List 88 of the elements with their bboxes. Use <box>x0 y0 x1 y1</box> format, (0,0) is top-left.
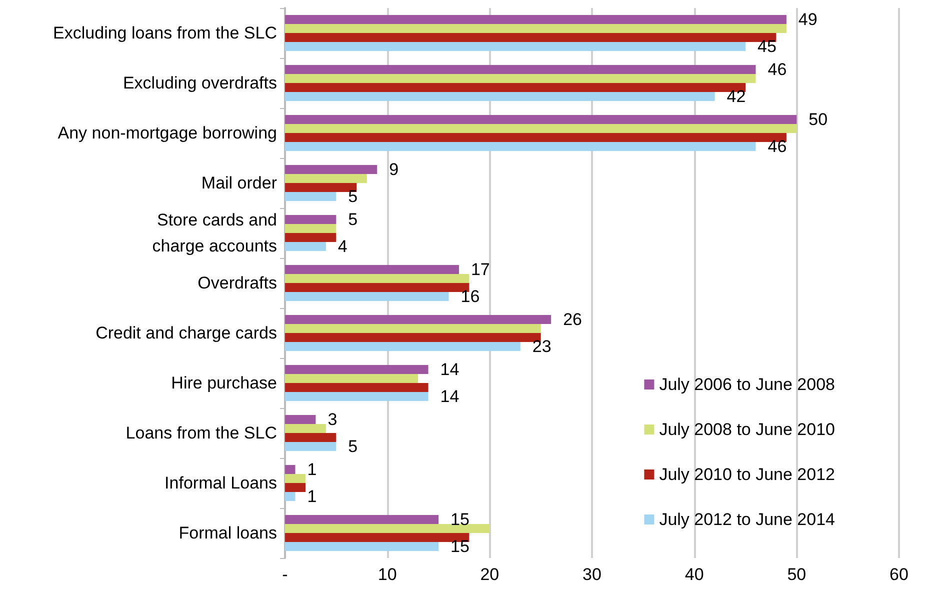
bar <box>285 133 786 142</box>
x-tick-label: 60 <box>890 565 908 584</box>
data-label: 17 <box>470 260 490 279</box>
bar <box>285 242 326 251</box>
bar <box>285 515 438 524</box>
bar <box>285 292 449 301</box>
bar <box>285 24 786 33</box>
bar <box>285 283 470 292</box>
bar <box>285 533 470 542</box>
data-label: 49 <box>798 10 818 29</box>
bar <box>285 142 756 151</box>
data-label: 45 <box>758 37 776 56</box>
data-label: 1 <box>307 460 317 479</box>
legend-label: July 2012 to June 2014 <box>659 510 836 529</box>
bar <box>285 433 336 442</box>
bar <box>285 274 470 283</box>
bar <box>285 192 336 201</box>
bar <box>285 383 428 392</box>
bar <box>285 342 520 351</box>
bar <box>285 483 306 492</box>
x-tick-label: 40 <box>684 565 704 584</box>
bar <box>285 65 756 74</box>
data-label: 14 <box>440 360 460 379</box>
bar <box>285 465 296 474</box>
bar <box>285 542 438 551</box>
data-label: 46 <box>768 60 787 79</box>
bar <box>285 233 336 242</box>
bar <box>285 15 786 24</box>
bar <box>285 415 316 424</box>
bar <box>285 183 357 192</box>
x-tick-label: 10 <box>378 565 397 584</box>
legend-label: July 2010 to June 2012 <box>659 465 836 484</box>
data-label: 4 <box>338 237 348 256</box>
bar <box>285 315 552 324</box>
y-tick-label: Overdrafts <box>198 274 277 292</box>
x-tick-label: 50 <box>787 565 806 584</box>
legend-label: July 2006 to June 2008 <box>659 375 836 394</box>
x-tick-label: - <box>282 565 288 584</box>
bar <box>285 115 797 124</box>
data-label: 46 <box>768 137 787 156</box>
bar <box>285 365 428 374</box>
data-label: 15 <box>450 510 470 529</box>
data-label: 16 <box>460 287 480 306</box>
x-tick-label: 20 <box>480 565 500 584</box>
bar <box>285 324 541 333</box>
y-tick-label: Formal loans <box>178 524 277 542</box>
y-tick-label: Excluding overdrafts <box>122 74 277 92</box>
y-tick-label: Excluding loans from the SLC <box>53 24 277 42</box>
bar <box>285 524 490 533</box>
data-label: 26 <box>563 310 582 329</box>
data-label: 5 <box>348 437 358 456</box>
data-label: 5 <box>348 210 358 229</box>
bar <box>285 492 296 501</box>
bar <box>285 265 459 274</box>
data-label: 23 <box>532 337 552 356</box>
bar <box>285 92 715 101</box>
data-label: 5 <box>348 187 358 206</box>
bar <box>285 74 756 83</box>
data-label: 42 <box>726 87 746 106</box>
legend-label: July 2008 to June 2010 <box>659 420 836 439</box>
bar <box>285 224 336 233</box>
bar <box>285 165 378 174</box>
bar <box>285 442 336 451</box>
y-tick-label: Mail order <box>201 174 278 192</box>
y-tick-label: Informal Loans <box>164 474 277 492</box>
y-tick-label: Any non-mortgage borrowing <box>58 124 277 142</box>
bar <box>285 392 428 401</box>
y-tick-label: Hire purchase <box>171 374 277 392</box>
data-label: 50 <box>808 110 828 129</box>
bar <box>285 333 541 342</box>
data-label: 3 <box>328 410 338 429</box>
bar <box>285 374 418 383</box>
bar <box>285 424 326 433</box>
bar <box>285 215 336 224</box>
data-label: 9 <box>389 160 399 179</box>
x-tick-label: 30 <box>582 565 602 584</box>
bar <box>285 33 776 42</box>
bar <box>285 474 306 483</box>
data-label: 15 <box>450 537 470 556</box>
data-label: 1 <box>307 487 317 506</box>
bar <box>285 42 746 51</box>
bar <box>285 174 367 183</box>
y-tick-label: Loans from the SLC <box>126 424 277 442</box>
y-tick-label: Store cards and charge accounts <box>152 210 277 256</box>
bar <box>285 83 746 92</box>
bar <box>285 124 797 133</box>
y-tick-label: Credit and charge cards <box>96 324 277 342</box>
data-label: 14 <box>440 387 460 406</box>
